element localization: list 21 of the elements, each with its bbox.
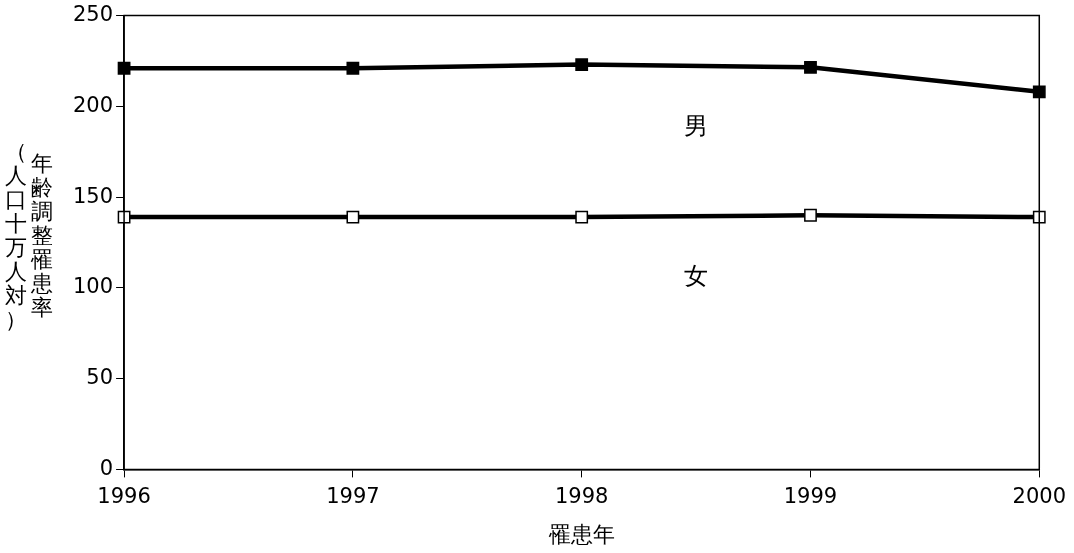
y-tick-label: 0 [99, 455, 114, 480]
x-tick-label: 1997 [326, 484, 380, 509]
x-tick-label: 2000 [1012, 484, 1066, 509]
x-tick-label: 1998 [554, 484, 609, 509]
y-tick-label: 250 [72, 2, 114, 27]
point [804, 60, 817, 74]
point [575, 58, 589, 72]
x-tick-label: 1996 [97, 484, 151, 509]
x-tick-label: 1999 [783, 484, 838, 509]
point [1032, 85, 1046, 99]
y-tick-label: 50 [86, 365, 114, 390]
y-tick-label: 200 [72, 92, 114, 117]
y-tick-label: 100 [72, 274, 114, 299]
series-label: 女 [684, 262, 709, 291]
point [346, 210, 360, 224]
point [804, 208, 817, 222]
x-axis-title: 罹患年 [547, 521, 615, 547]
y-tick-label: 150 [72, 183, 114, 208]
point [575, 210, 589, 224]
series-label: 男 [684, 112, 709, 141]
point [346, 61, 360, 75]
